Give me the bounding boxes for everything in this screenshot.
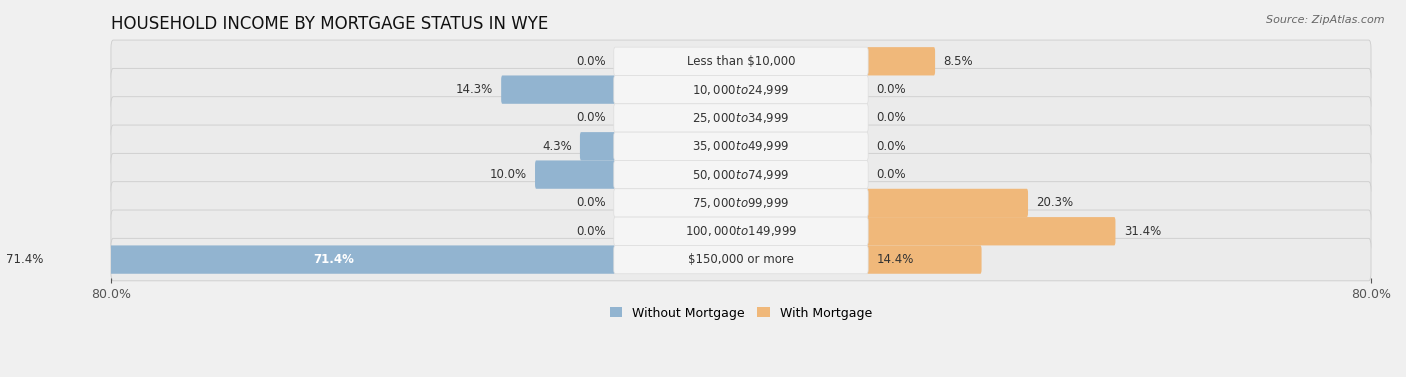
Text: 71.4%: 71.4%: [314, 253, 354, 266]
FancyBboxPatch shape: [111, 238, 1371, 281]
Text: 0.0%: 0.0%: [576, 112, 606, 124]
Text: 8.5%: 8.5%: [943, 55, 973, 68]
Text: $35,000 to $49,999: $35,000 to $49,999: [692, 139, 790, 153]
FancyBboxPatch shape: [614, 217, 868, 245]
FancyBboxPatch shape: [614, 161, 868, 189]
FancyBboxPatch shape: [111, 68, 1371, 111]
FancyBboxPatch shape: [866, 189, 1028, 217]
Text: 0.0%: 0.0%: [876, 140, 905, 153]
FancyBboxPatch shape: [111, 210, 1371, 253]
Text: $50,000 to $74,999: $50,000 to $74,999: [692, 168, 790, 182]
Text: 0.0%: 0.0%: [876, 83, 905, 96]
Text: 0.0%: 0.0%: [876, 112, 905, 124]
Text: $25,000 to $34,999: $25,000 to $34,999: [692, 111, 790, 125]
Text: 4.3%: 4.3%: [541, 140, 572, 153]
Text: 14.3%: 14.3%: [456, 83, 494, 96]
FancyBboxPatch shape: [536, 161, 616, 189]
Text: $100,000 to $149,999: $100,000 to $149,999: [685, 224, 797, 238]
Text: 0.0%: 0.0%: [576, 196, 606, 210]
FancyBboxPatch shape: [614, 245, 868, 274]
Text: 14.4%: 14.4%: [876, 253, 914, 266]
FancyBboxPatch shape: [111, 153, 1371, 196]
FancyBboxPatch shape: [614, 47, 868, 75]
Text: 0.0%: 0.0%: [576, 55, 606, 68]
FancyBboxPatch shape: [614, 189, 868, 217]
FancyBboxPatch shape: [111, 125, 1371, 167]
FancyBboxPatch shape: [579, 132, 616, 161]
Text: Source: ZipAtlas.com: Source: ZipAtlas.com: [1267, 15, 1385, 25]
Text: $75,000 to $99,999: $75,000 to $99,999: [692, 196, 790, 210]
FancyBboxPatch shape: [866, 47, 935, 75]
FancyBboxPatch shape: [614, 75, 868, 104]
FancyBboxPatch shape: [501, 75, 616, 104]
Text: 20.3%: 20.3%: [1036, 196, 1073, 210]
Text: $150,000 or more: $150,000 or more: [688, 253, 794, 266]
FancyBboxPatch shape: [111, 97, 1371, 139]
FancyBboxPatch shape: [614, 132, 868, 161]
Text: 10.0%: 10.0%: [489, 168, 527, 181]
Text: Less than $10,000: Less than $10,000: [686, 55, 796, 68]
Text: $10,000 to $24,999: $10,000 to $24,999: [692, 83, 790, 97]
FancyBboxPatch shape: [52, 245, 616, 274]
FancyBboxPatch shape: [111, 182, 1371, 224]
FancyBboxPatch shape: [614, 104, 868, 132]
FancyBboxPatch shape: [111, 40, 1371, 83]
Legend: Without Mortgage, With Mortgage: Without Mortgage, With Mortgage: [606, 303, 876, 323]
Text: HOUSEHOLD INCOME BY MORTGAGE STATUS IN WYE: HOUSEHOLD INCOME BY MORTGAGE STATUS IN W…: [111, 15, 548, 33]
Text: 0.0%: 0.0%: [576, 225, 606, 238]
Text: 0.0%: 0.0%: [876, 168, 905, 181]
FancyBboxPatch shape: [866, 245, 981, 274]
Text: 31.4%: 31.4%: [1123, 225, 1161, 238]
Text: 71.4%: 71.4%: [6, 253, 44, 266]
FancyBboxPatch shape: [866, 217, 1115, 245]
